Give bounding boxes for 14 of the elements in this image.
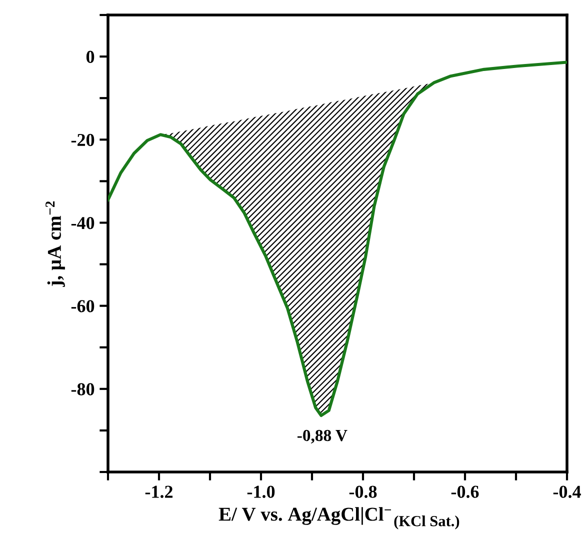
x-tick-label: -1.0 <box>247 486 275 498</box>
y-tick-label: -80 <box>71 383 94 396</box>
y-tick-label: -20 <box>71 134 94 146</box>
text: E/ V vs. Ag/AgCl|Cl$^{−}$(KCl Sat.) <box>218 507 460 530</box>
annotation: -0,88 V <box>297 430 348 444</box>
line-series <box>108 60 567 418</box>
x-tick-label: -0.4 <box>553 486 581 498</box>
y-tick-label: -40 <box>71 216 94 230</box>
x-tick-label: -1.2 <box>145 486 173 498</box>
y-axis-title: j, µA cm$^{−2}$ <box>46 201 65 287</box>
y-tick-label: -60 <box>71 300 94 312</box>
y-tick-label: 0 <box>86 50 94 63</box>
x-tick-label: -0.8 <box>349 486 377 498</box>
x-tick-label: -0.6 <box>451 486 479 498</box>
